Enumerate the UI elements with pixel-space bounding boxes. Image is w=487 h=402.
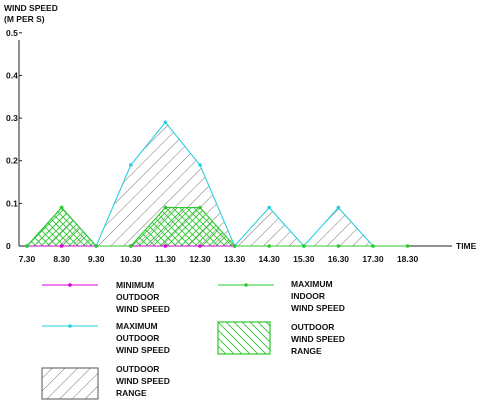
legend-item-max_indoor: MAXIMUM INDOOR WIND SPEED [218, 279, 345, 313]
data-point [232, 244, 237, 248]
legend-item-indoor_range: OUTDOOR WIND SPEED RANGE [217, 321, 345, 356]
series-line-2 [26, 206, 408, 247]
legend-label: WIND SPEED [291, 303, 345, 313]
data-point [59, 205, 64, 210]
data-point [25, 244, 29, 248]
y-axis-label-line2: (M PER S) [4, 14, 45, 24]
x-tick-label: 11.30 [155, 254, 176, 264]
legend-swatch-marker [68, 283, 72, 287]
legend: MINIMUM OUTDOOR WIND SPEED MAXIMUM INDOOR WIN… [41, 279, 345, 400]
legend-label: RANGE [116, 388, 147, 398]
x-tick-label: 15.30 [293, 254, 315, 264]
data-point [198, 163, 202, 167]
y-tick-label: 0.3 [6, 113, 18, 123]
y-axis-label-line1: WIND SPEED [4, 3, 58, 13]
y-tick-label: 0 [6, 241, 11, 251]
x-axis-ticks: 7.30 8.30 9.30 10.30 11.30 12.30 13.30 14.30 15.… [19, 254, 419, 264]
x-tick-label: 10.30 [120, 254, 142, 264]
legend-label: WIND SPEED [116, 345, 170, 355]
legend-item-min_outdoor: MINIMUM OUTDOOR WIND SPEED [42, 280, 170, 314]
legend-label: OUTDOOR [116, 364, 159, 374]
data-point [198, 244, 202, 248]
legend-item-outdoor_range: OUTDOOR WIND SPEED RANGE [41, 364, 170, 400]
legend-swatch-marker [244, 283, 248, 287]
x-tick-label: 14.30 [259, 254, 281, 264]
data-point [163, 120, 168, 125]
x-axis-label: TIME [456, 241, 477, 251]
legend-swatch-box [41, 367, 99, 400]
data-point [336, 244, 341, 248]
data-point [129, 244, 133, 248]
legend-label: WIND SPEED [116, 376, 170, 386]
x-tick-label: 8.30 [53, 254, 70, 264]
data-point [302, 244, 306, 248]
legend-label: OUTDOOR [116, 333, 159, 343]
x-tick-label: 9.30 [88, 254, 105, 264]
legend-label: OUTDOOR [116, 292, 159, 302]
legend-swatch-marker [68, 324, 72, 328]
x-tick-label: 16.30 [328, 254, 350, 264]
y-tick-label: 0.1 [6, 198, 18, 208]
y-tick-label: 0.2 [6, 156, 18, 166]
legend-label: MAXIMUM [116, 321, 158, 331]
y-axis-ticks: 0 0.1 0.2 0.3 0.4 0.5 [6, 28, 22, 251]
series-lines [25, 120, 410, 248]
data-point [371, 244, 375, 248]
legend-swatch-box [217, 321, 271, 355]
y-tick-label: 0.5 [6, 28, 18, 38]
x-tick-label: 17.30 [362, 254, 384, 264]
data-point [405, 244, 410, 248]
legend-label: MAXIMUM [291, 279, 333, 289]
legend-label: WIND SPEED [116, 304, 170, 314]
legend-label: OUTDOOR [291, 322, 334, 332]
legend-label: WIND SPEED [291, 334, 345, 344]
x-tick-label: 18.30 [397, 254, 419, 264]
data-point [163, 244, 168, 248]
data-point [198, 205, 202, 210]
data-point [59, 244, 64, 248]
data-point [163, 205, 168, 210]
data-point [336, 205, 341, 210]
x-tick-label: 12.30 [189, 254, 211, 264]
y-tick-label: 0.4 [6, 70, 18, 80]
data-point [267, 205, 272, 210]
outdoor-range-area [27, 122, 373, 246]
legend-label: RANGE [291, 346, 322, 356]
legend-label: MINIMUM [116, 280, 154, 290]
data-point [267, 244, 272, 248]
data-point [94, 244, 98, 248]
x-tick-label: 13.30 [224, 254, 246, 264]
legend-label: INDOOR [291, 291, 325, 301]
data-point [129, 163, 133, 167]
x-tick-label: 7.30 [19, 254, 36, 264]
legend-item-max_outdoor: MAXIMUM OUTDOOR WIND SPEED [42, 321, 170, 355]
